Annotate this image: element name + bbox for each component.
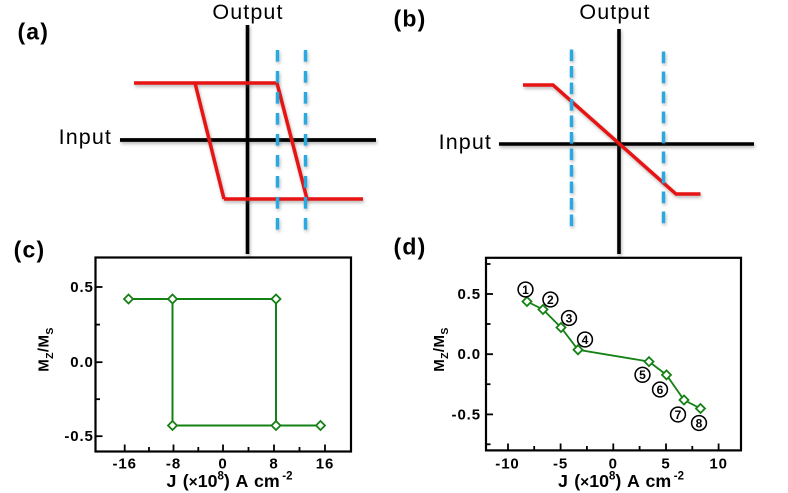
- svg-text:0.5: 0.5: [457, 286, 481, 303]
- svg-text:3: 3: [566, 311, 573, 325]
- svg-text:(a): (a): [17, 19, 49, 45]
- svg-text:(d): (d): [394, 234, 427, 260]
- svg-text:-0.5: -0.5: [452, 406, 481, 423]
- svg-text:-0.5: -0.5: [64, 428, 93, 445]
- svg-text:Output: Output: [579, 0, 650, 24]
- svg-text:-8: -8: [166, 455, 181, 472]
- svg-text:(c): (c): [14, 237, 46, 263]
- svg-text:6: 6: [657, 383, 664, 397]
- svg-text:J (×108) A cm-2: J (×108) A cm -2: [167, 471, 293, 492]
- svg-text:16: 16: [316, 455, 335, 472]
- svg-text:MZ/MS: MZ/MS: [431, 327, 451, 372]
- svg-text:1: 1: [522, 283, 529, 297]
- svg-text:5: 5: [639, 368, 646, 382]
- svg-text:Input: Input: [59, 125, 112, 149]
- svg-text:(b): (b): [394, 6, 427, 32]
- svg-text:8: 8: [269, 455, 278, 472]
- svg-text:Output: Output: [212, 0, 283, 24]
- svg-text:-16: -16: [113, 455, 137, 472]
- svg-text:-10: -10: [495, 455, 519, 472]
- svg-text:0.0: 0.0: [70, 354, 94, 371]
- svg-text:0.0: 0.0: [457, 346, 481, 363]
- svg-text:0: 0: [218, 455, 227, 472]
- svg-text:5: 5: [661, 455, 670, 472]
- svg-text:J (×108) A cm-2: J (×108) A cm -2: [558, 471, 684, 492]
- svg-text:10: 10: [709, 455, 728, 472]
- svg-text:0.5: 0.5: [70, 279, 94, 296]
- svg-text:4: 4: [582, 333, 589, 347]
- svg-text:7: 7: [675, 408, 682, 422]
- svg-text:2: 2: [547, 293, 554, 307]
- svg-text:0: 0: [609, 455, 618, 472]
- svg-text:MZ/MS: MZ/MS: [36, 327, 56, 372]
- svg-text:8: 8: [696, 416, 703, 430]
- svg-text:-5: -5: [553, 455, 568, 472]
- svg-text:Input: Input: [439, 130, 492, 154]
